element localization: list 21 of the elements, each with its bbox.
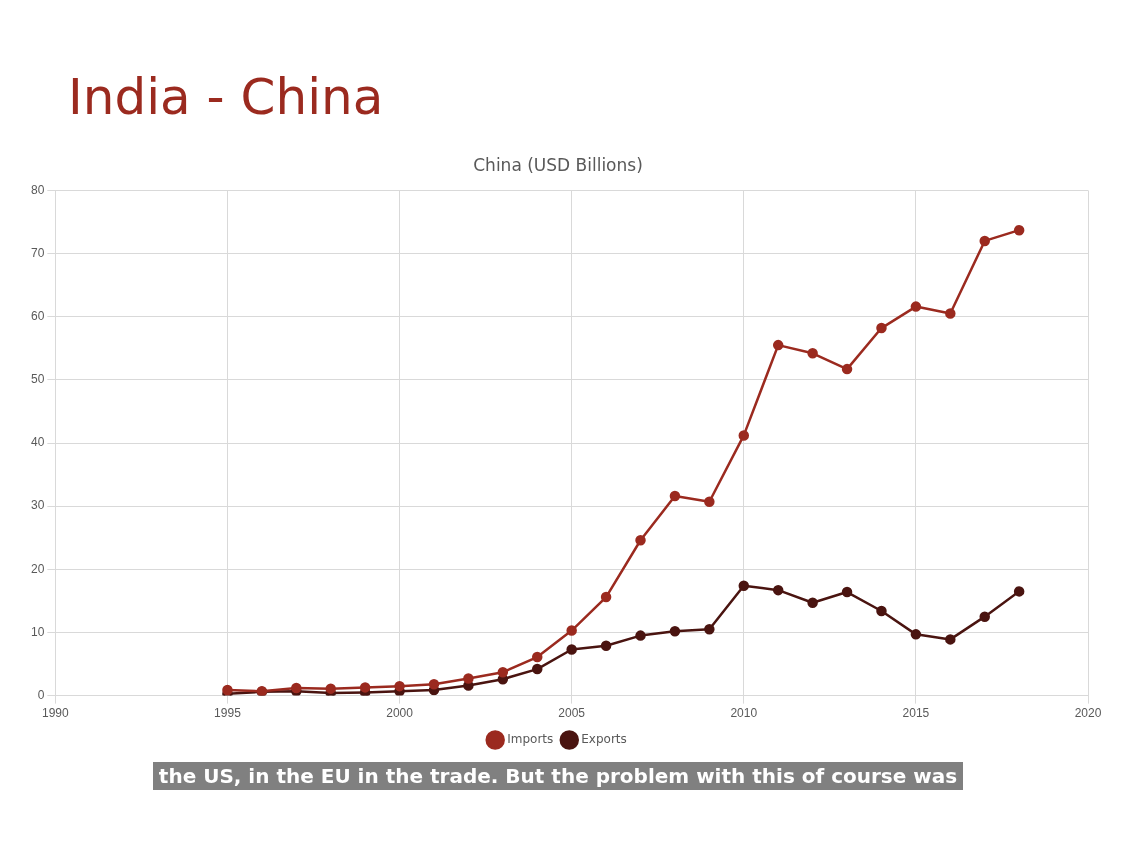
x-tick-label: 2010 bbox=[730, 706, 758, 721]
y-tick-label: 0 bbox=[37, 687, 45, 702]
x-tick-label: 2005 bbox=[558, 706, 586, 721]
x-tick-label: 2015 bbox=[902, 706, 930, 721]
legend-label: Exports bbox=[581, 732, 627, 747]
y-tick-label: 30 bbox=[30, 498, 45, 513]
y-tick-label: 80 bbox=[30, 182, 45, 197]
y-tick-label: 10 bbox=[30, 624, 45, 639]
y-tick-label: 70 bbox=[30, 245, 45, 260]
chart-subtitle: China (USD Billions) bbox=[473, 154, 643, 175]
x-tick-label: 1995 bbox=[214, 706, 242, 721]
x-tick-label: 1990 bbox=[42, 706, 70, 721]
y-tick-label: 60 bbox=[30, 309, 45, 324]
text: the US, in the EU in the trade. But the problem with this of course was bbox=[152, 762, 964, 790]
legend-label: Imports bbox=[507, 732, 554, 747]
chart-title: India - China bbox=[67, 67, 385, 128]
y-tick-label: 40 bbox=[30, 435, 45, 450]
x-tick-label: 2020 bbox=[1074, 706, 1102, 721]
y-tick-label: 20 bbox=[30, 561, 45, 576]
x-tick-label: 2000 bbox=[386, 706, 414, 721]
y-tick-label: 50 bbox=[30, 372, 45, 387]
